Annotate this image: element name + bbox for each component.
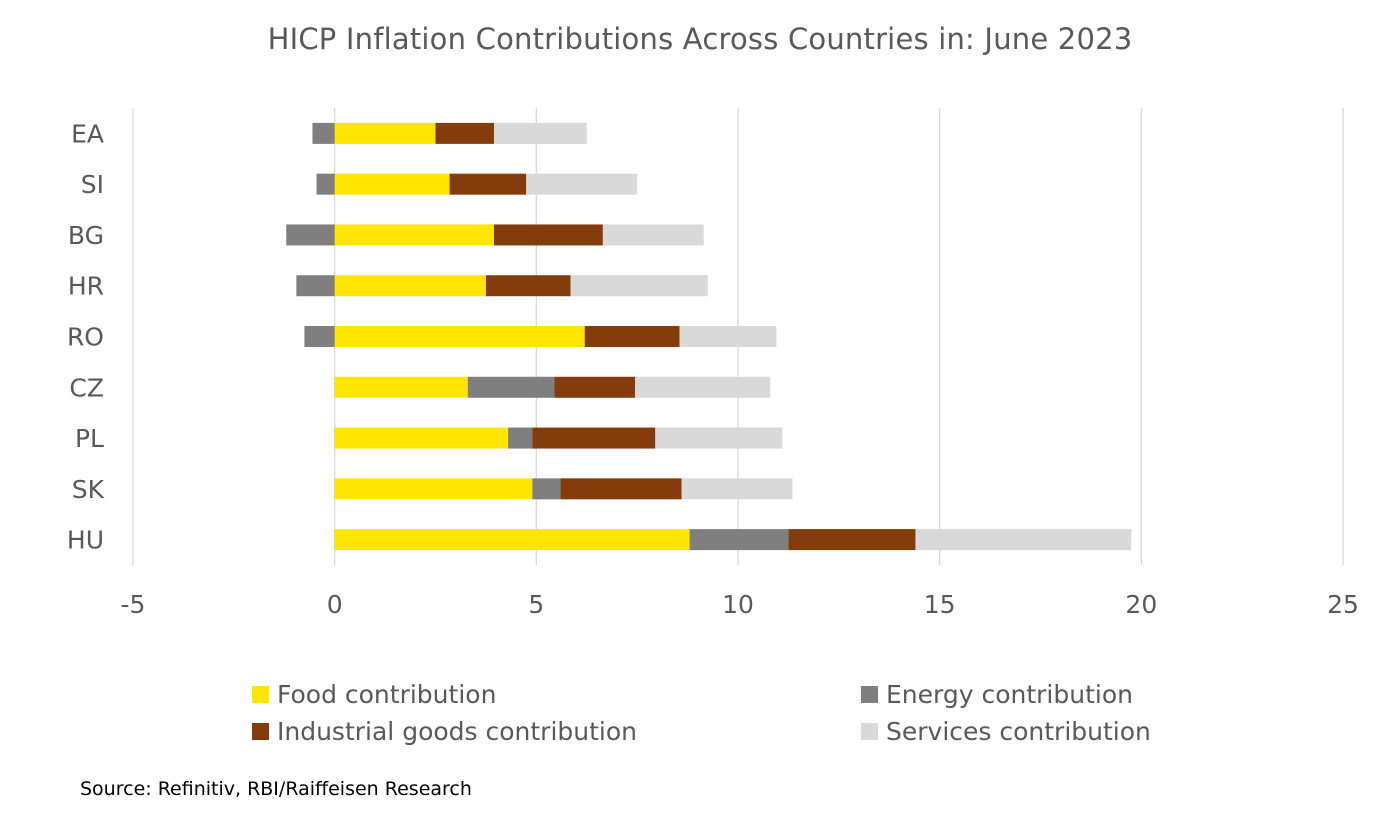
- bar-hr-series-2: [485, 275, 571, 297]
- x-tick-label: 25: [1327, 590, 1359, 619]
- legend-swatch-services: [861, 723, 878, 740]
- legend-label-industrial: Industrial goods contribution: [277, 717, 638, 746]
- bar-sk-series-3: [681, 478, 793, 500]
- bar-sk-series-2: [560, 478, 682, 500]
- bar-cz-series-1: [467, 376, 555, 398]
- bar-hr-series-3: [570, 275, 708, 297]
- bar-ro-series-3: [679, 326, 777, 347]
- bar-bg-series-2: [493, 224, 603, 246]
- bar-bg-series-1: [286, 224, 335, 246]
- bar-hr-series-0: [334, 275, 486, 297]
- chart-title: HICP Inflation Contributions Across Coun…: [267, 22, 1133, 56]
- legend-label-food: Food contribution: [277, 680, 497, 709]
- legend-item-industrial: Industrial goods contribution: [252, 717, 637, 746]
- bar-hu-series-3: [915, 529, 1132, 551]
- bar-hu-series-0: [334, 529, 690, 551]
- y-category-label: EA: [71, 119, 104, 148]
- bar-pl-series-1: [508, 427, 533, 449]
- bar-ro-series-2: [584, 326, 680, 347]
- legend-swatch-industrial: [252, 723, 269, 740]
- y-category-label: HU: [67, 526, 104, 555]
- y-category-label: HR: [68, 272, 104, 301]
- x-tick-label: 20: [1125, 590, 1157, 619]
- x-tick-label: 0: [327, 590, 343, 619]
- bar-sk-series-0: [334, 478, 533, 500]
- bar-pl-series-2: [532, 427, 656, 449]
- legend-item-services: Services contribution: [861, 717, 1151, 746]
- legend-label-energy: Energy contribution: [886, 680, 1133, 709]
- y-category-label: CZ: [69, 373, 104, 402]
- y-category-label: SK: [72, 475, 105, 504]
- bar-si-series-0: [334, 173, 450, 195]
- legend-item-energy: Energy contribution: [861, 680, 1133, 709]
- bar-hr-series-1: [296, 275, 335, 297]
- legend-label-services: Services contribution: [886, 717, 1151, 746]
- bar-sk-series-1: [532, 478, 561, 500]
- bar-ea-series-2: [435, 122, 494, 144]
- bar-ea-series-3: [493, 122, 587, 144]
- bar-si-series-1: [316, 173, 335, 195]
- bar-pl-series-0: [334, 427, 509, 449]
- bar-bg-series-3: [602, 224, 704, 246]
- bar-si-series-3: [526, 173, 638, 195]
- bar-ea-series-1: [312, 122, 335, 144]
- source-note: Source: Refinitiv, RBI/Raiffeisen Resear…: [80, 778, 472, 800]
- bar-ea-series-0: [334, 122, 436, 144]
- bar-bg-series-0: [334, 224, 494, 246]
- y-category-label: SI: [81, 170, 104, 199]
- chart-plot: -5 0 5 10 15 20 25 EA SI BG HR RO CZ PL SK HU: [67, 108, 1359, 619]
- legend-item-food: Food contribution: [252, 680, 496, 709]
- bar-hu-series-1: [689, 529, 789, 551]
- y-category-label: BG: [68, 221, 104, 250]
- x-tick-label: -5: [121, 590, 146, 619]
- x-tick-label: 10: [722, 590, 754, 619]
- bar-cz-series-3: [635, 376, 771, 398]
- bar-pl-series-3: [655, 427, 783, 449]
- legend-swatch-food: [252, 686, 269, 703]
- y-category-label: PL: [75, 424, 104, 453]
- bar-si-series-2: [449, 173, 527, 195]
- bar-hu-series-2: [788, 529, 916, 551]
- x-tick-label: 15: [924, 590, 956, 619]
- y-category-label: RO: [67, 323, 104, 352]
- x-tick-label: 5: [528, 590, 544, 619]
- legend-swatch-energy: [861, 686, 878, 703]
- bar-cz-series-0: [334, 376, 468, 398]
- bar-ro-series-1: [304, 326, 335, 347]
- bar-ro-series-0: [334, 326, 585, 347]
- bar-cz-series-2: [554, 376, 636, 398]
